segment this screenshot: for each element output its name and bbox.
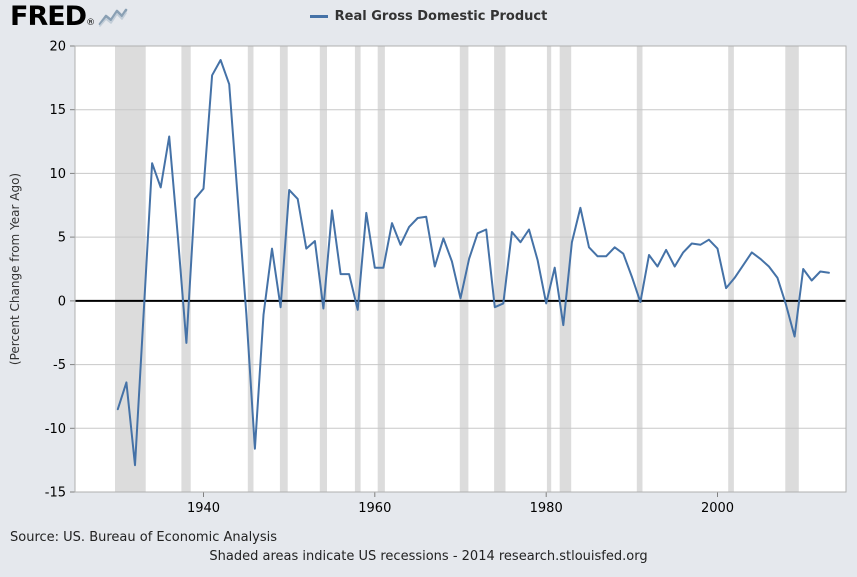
y-tick-label: 10 bbox=[49, 167, 66, 182]
y-tick-label: -10 bbox=[45, 422, 66, 437]
recession-band bbox=[636, 46, 643, 492]
recession-band bbox=[247, 46, 254, 492]
recession-band bbox=[559, 46, 572, 492]
recession-band bbox=[319, 46, 327, 492]
recession-band bbox=[546, 46, 552, 492]
gdp-series-line bbox=[116, 59, 830, 467]
gdp-line-chart: -15 -10 -5 0 5 10 15 20 1940 1960 1980 2000 bbox=[45, 40, 847, 516]
chart-footer: Source: US. Bureau of Economic Analysis … bbox=[0, 530, 857, 564]
x-tick-label: 1960 bbox=[358, 501, 391, 516]
x-tick-label: 1940 bbox=[187, 501, 220, 516]
y-tick-label: 20 bbox=[49, 40, 66, 55]
recession-note-text: Shaded areas indicate US recessions - 20… bbox=[209, 549, 648, 564]
fred-logo-chart-icon bbox=[98, 8, 128, 27]
fred-logo-registered: ® bbox=[86, 18, 96, 28]
recession-band bbox=[377, 46, 385, 492]
x-tick-label: 1980 bbox=[530, 501, 563, 516]
y-tick-label: 0 bbox=[58, 294, 66, 309]
x-tick-label: 2000 bbox=[701, 501, 734, 516]
legend-series-label: Real Gross Domestic Product bbox=[334, 9, 548, 24]
y-tick-label: 5 bbox=[58, 231, 66, 246]
source-text: Source: US. Bureau of Economic Analysis bbox=[10, 530, 278, 545]
fred-logo[interactable]: FRED ® bbox=[10, 3, 128, 31]
fred-logo-text: FRED bbox=[10, 1, 87, 32]
recession-band bbox=[459, 46, 469, 492]
chart-header: FRED ® Real Gross Domestic Product bbox=[0, 0, 857, 36]
chart-area: (Percent Change from Year Ago) -15 -10 -5 0… bbox=[0, 36, 857, 525]
recession-band bbox=[494, 46, 506, 492]
y-axis-title: (Percent Change from Year Ago) bbox=[8, 172, 22, 366]
y-tick-label: -5 bbox=[53, 358, 66, 373]
chart-legend: Real Gross Domestic Product bbox=[0, 9, 857, 24]
legend-line-swatch bbox=[309, 15, 328, 18]
recession-band bbox=[785, 46, 799, 492]
plot-border bbox=[74, 45, 847, 493]
recession-band bbox=[354, 46, 361, 492]
recession-band bbox=[181, 46, 191, 492]
y-tick-label: -15 bbox=[45, 486, 66, 501]
y-tick-label: 15 bbox=[49, 103, 66, 118]
recession-band bbox=[728, 46, 734, 492]
